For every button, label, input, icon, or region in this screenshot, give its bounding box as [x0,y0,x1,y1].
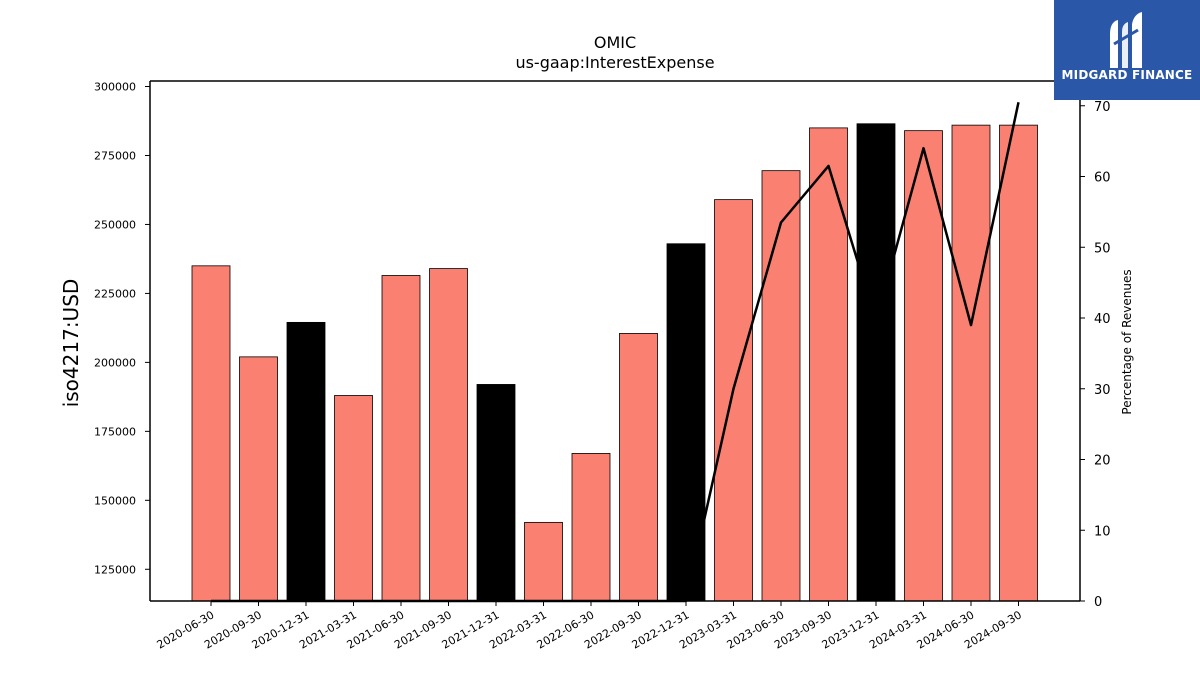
bar-2022-09-30 [619,333,658,602]
chart-title: OMIC [594,33,636,52]
bar-2024-09-30 [999,124,1038,602]
bar-2023-06-30 [761,170,801,602]
y2-tick-label: 60 [1094,171,1111,186]
bar-2021-12-31 [476,384,516,602]
bar-2024-06-30 [951,124,991,602]
bar-2023-12-31 [856,123,896,602]
y2-axis-label: Percentage of Revenues [1120,269,1134,414]
chart-subtitle: us-gaap:InterestExpense [515,53,714,72]
bar-2023-03-31 [714,199,753,602]
y-tick-label: 200000 [94,356,136,369]
y-tick-label: 250000 [94,218,136,231]
logo-text: MIDGARD FINANCE [1061,68,1193,82]
y-tick-label: 275000 [94,149,136,162]
y-tick-label: 300000 [94,81,136,94]
bar-2022-06-30 [571,453,611,602]
y-axis-label: iso4217:USD [59,279,83,408]
y2-tick-label: 20 [1094,454,1111,469]
bar-2020-12-31 [286,321,326,602]
y-tick-label: 150000 [94,494,136,507]
bar-2020-06-30 [191,265,231,602]
bar-2023-09-30 [809,127,848,602]
y2-tick-label: 50 [1094,241,1111,256]
bar-2020-09-30 [239,356,278,602]
bar-2021-06-30 [381,275,421,602]
bar-2021-09-30 [429,268,468,602]
y2-tick-label: 0 [1094,595,1102,610]
line-layer [211,101,1020,603]
y2-tick-label: 10 [1094,524,1111,539]
midgard-finance-logo: MIDGARD FINANCE [1054,0,1200,100]
y2-tick-label: 40 [1094,312,1111,327]
y-tick-label: 225000 [94,287,136,300]
bar-2024-03-31 [904,130,943,602]
bar-2022-03-31 [524,521,563,602]
bar-2022-12-31 [666,243,706,602]
bar-group [191,123,1038,602]
y2-tick-label: 70 [1094,100,1111,115]
y-tick-label: 175000 [94,425,136,438]
percentage-line [211,101,1020,603]
y2-tick-label: 30 [1094,383,1111,398]
bar-2021-03-31 [334,395,373,602]
y-tick-label: 125000 [94,563,136,576]
logo-mark-icon [1110,12,1142,68]
